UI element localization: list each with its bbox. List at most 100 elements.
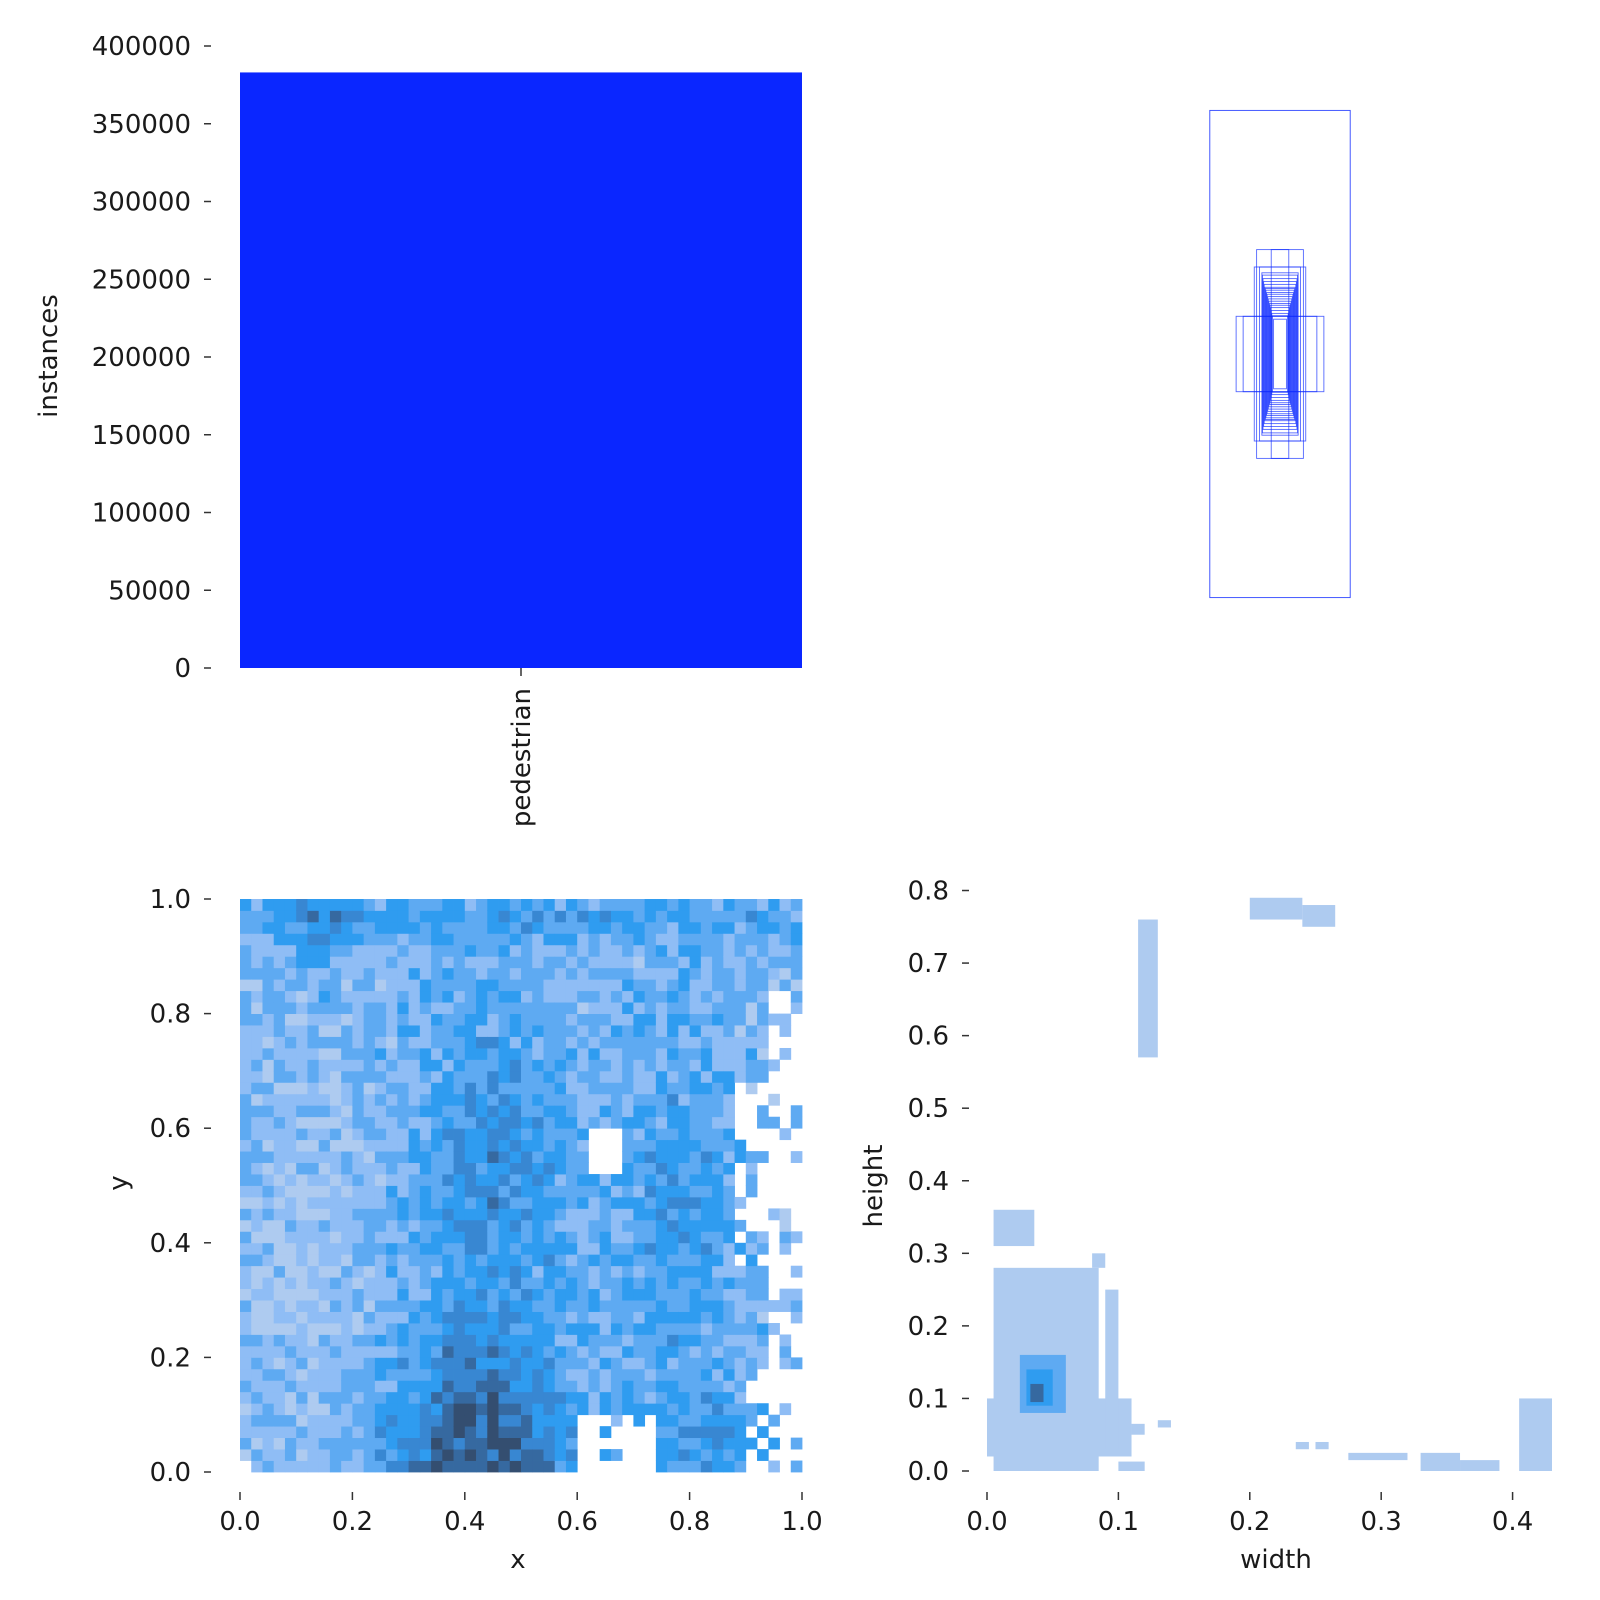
xy-heatmap-cell [386,1323,398,1335]
xy-heatmap-cell [476,1002,488,1014]
xy-heatmap-cell [476,1196,488,1209]
xy-heatmap-cell [610,990,623,1003]
xy-heatmap-cell [588,1013,601,1026]
xy-heatmap-cell [700,1426,713,1439]
xy-heatmap-cell [251,1265,263,1278]
xy-heatmap-cell [386,1047,398,1060]
xy-heatmap-cell [655,1323,668,1335]
xy-heatmap-cell [667,1059,679,1072]
xy-heatmap-cell [554,1277,567,1290]
xy-heatmap-cell [532,1025,544,1037]
xy-heatmap-cell [757,1288,769,1301]
xy-heatmap-cell [352,1093,365,1106]
xy-heatmap-cell [577,921,589,934]
xy-heatmap-cell [779,1231,792,1244]
xy-heatmap-cell [700,1093,713,1106]
xy-heatmap-cell [431,1323,443,1335]
xy-heatmap-cell [386,956,398,969]
xy-heatmap-cell [464,1070,477,1083]
xy-heatmap-cell [532,979,544,992]
xy-heatmap-cell [431,1254,443,1267]
xy-heatmap-cell [318,1300,331,1312]
xy-heatmap-cell [363,1311,376,1324]
xy-heatmap-cell [622,1025,634,1037]
xy-heatmap-cell [521,1288,533,1301]
xy-heatmap-cell [397,1105,409,1118]
xy-heatmap-cell [419,1368,432,1381]
xy-heatmap-cell [363,1219,376,1232]
wh-heatmap-cell [1460,1460,1500,1471]
xy-heatmap-cell [757,1105,769,1118]
xy-heatmap-cell [554,967,567,980]
xy-heatmap-cell [622,1231,634,1244]
xy-heatmap-cell [273,1219,286,1232]
xy-heatmap-cell [622,1093,634,1106]
xy-heatmap-cell [790,1105,803,1118]
xy-heatmap-cell [240,990,252,1003]
xy-heatmap-cell [723,990,735,1003]
xy-heatmap-cell [262,1288,275,1301]
xy-heatmap-cell [757,1151,769,1163]
bbox-rect [1262,278,1298,430]
xy-heatmap-cell [251,1151,263,1163]
xy-heatmap-cell [633,1047,646,1060]
xy-heatmap-cell [712,1139,724,1152]
xy-heatmap-cell [667,1368,679,1381]
xy-heatmap-cell [318,1093,331,1106]
xy-heatmap-cell [251,1426,263,1439]
xy-heatmap-cell [363,1196,376,1209]
xy-heatmap-cell [554,921,567,934]
xy-heatmap-cell [318,1288,331,1301]
xy-heatmap-cell [464,1047,477,1060]
xy-heatmap-cell [341,956,353,969]
xy-heatmap-cell [284,1208,297,1221]
xy-heatmap-cell [341,1013,353,1026]
xy-heatmap-cell [678,1380,690,1393]
xy-heatmap-cell [487,956,499,969]
xy-heatmap-cell [745,1059,758,1072]
xy-heatmap-cell [790,899,803,911]
xy-heatmap-cell [431,1426,443,1439]
xy-heatmap-cell [374,1219,387,1232]
xy-heatmap-cell [498,1196,511,1209]
xy-heatmap-cell [543,1277,556,1290]
xy-heatmap-cell [678,1368,690,1381]
xy-heatmap-cell [453,956,466,969]
xy-heatmap-cell [296,933,308,946]
xy-heatmap-cell [498,1162,511,1175]
xy-heatmap-cell [689,1460,702,1473]
xy-heatmap-cell [386,1105,398,1118]
xy-heatmap-cell [700,1414,713,1427]
xy-heatmap-cell [464,1288,477,1301]
xy-heatmap-cell [262,1300,275,1312]
xy-heatmap-cell [700,1231,713,1244]
xy-heatmap-cell [476,979,488,992]
xy-heatmap-cell [712,1185,724,1198]
xy-heatmap-cell [318,990,331,1003]
xy-heatmap-cell [240,1219,252,1232]
xy-heatmap-cell [386,1036,398,1049]
xy-heatmap-cell [464,967,477,980]
xy-heatmap-cell [487,1254,499,1267]
xy-heatmap-cell [700,1334,713,1347]
xy-heatmap-cell [251,1185,263,1198]
xy-heatmap-cell [307,1368,320,1381]
xy-heatmap-cell [386,1059,398,1072]
xy-heatmap-cell [251,1059,263,1072]
xy-heatmap-cell [599,921,612,934]
xy-heatmap-cell [509,1105,522,1118]
xy-heatmap-cell [655,1300,668,1312]
xy-heatmap-cell [554,1288,567,1301]
xy-heatmap-cell [532,1265,544,1278]
xy-heatmap-cell [712,1426,724,1439]
xy-heatmap-cell [712,1414,724,1427]
xy-heatmap-cell [284,1288,297,1301]
xy-heatmap-cell [442,1036,454,1049]
xy-heatmap-cell [487,1082,499,1095]
xy-heatmap-cell [554,1300,567,1312]
xy-heatmap-cell [498,1208,511,1221]
xy-heatmap-cell [273,1357,286,1370]
xy-heatmap-cell [408,1208,421,1221]
xy-heatmap-cell [712,910,724,923]
xy-heatmap-cell [487,1139,499,1152]
